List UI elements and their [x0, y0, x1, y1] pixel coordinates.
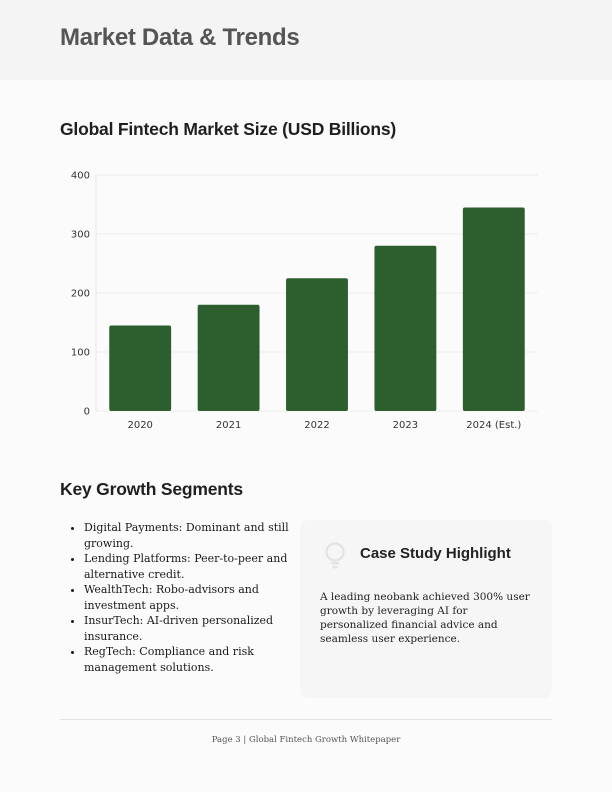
list-item: WealthTech: Robo-advisors and investment…	[84, 582, 314, 613]
bar	[374, 245, 437, 411]
list-item: Lending Platforms: Peer-to-peer and alte…	[84, 551, 314, 582]
x-tick-label: 2020	[127, 420, 152, 431]
segments-section-title: Key Growth Segments	[60, 479, 243, 499]
y-tick-label: 400	[71, 171, 90, 182]
bar	[197, 304, 260, 411]
bar	[286, 278, 348, 411]
growth-segments-list: Digital Payments: Dominant and still gro…	[60, 520, 314, 675]
case-study-title: Case Study Highlight	[360, 545, 511, 562]
x-tick-label: 2023	[393, 420, 418, 431]
lightbulb-icon	[325, 542, 345, 569]
case-study-card: Case Study Highlight A leading neobank a…	[300, 520, 552, 698]
y-tick-label: 200	[71, 289, 90, 300]
page-header: Market Data & Trends	[0, 0, 612, 80]
footer-divider	[60, 719, 552, 720]
list-item: InsurTech: AI-driven personalized insura…	[84, 613, 314, 644]
x-tick-label: 2022	[304, 420, 329, 431]
page-title: Market Data & Trends	[60, 24, 300, 51]
y-tick-label: 300	[71, 230, 90, 241]
chart-section-title: Global Fintech Market Size (USD Billions…	[60, 119, 397, 139]
page-footer: Page 3 | Global Fintech Growth Whitepape…	[211, 735, 401, 745]
bar	[462, 207, 525, 411]
case-study-text: A leading neobank achieved 300% user gro…	[320, 591, 530, 645]
x-tick-label: 2021	[216, 420, 241, 431]
y-tick-label: 0	[84, 407, 90, 418]
y-tick-label: 100	[71, 348, 90, 359]
market-size-bar-chart: 0 100 200 300 400 2020 2021 2022 2023 2024 (Est.)	[71, 171, 538, 431]
list-item: Digital Payments: Dominant and still gro…	[84, 520, 314, 551]
bar	[109, 325, 172, 411]
list-item: RegTech: Compliance and risk management …	[84, 644, 314, 675]
x-tick-label: 2024 (Est.)	[466, 420, 521, 431]
